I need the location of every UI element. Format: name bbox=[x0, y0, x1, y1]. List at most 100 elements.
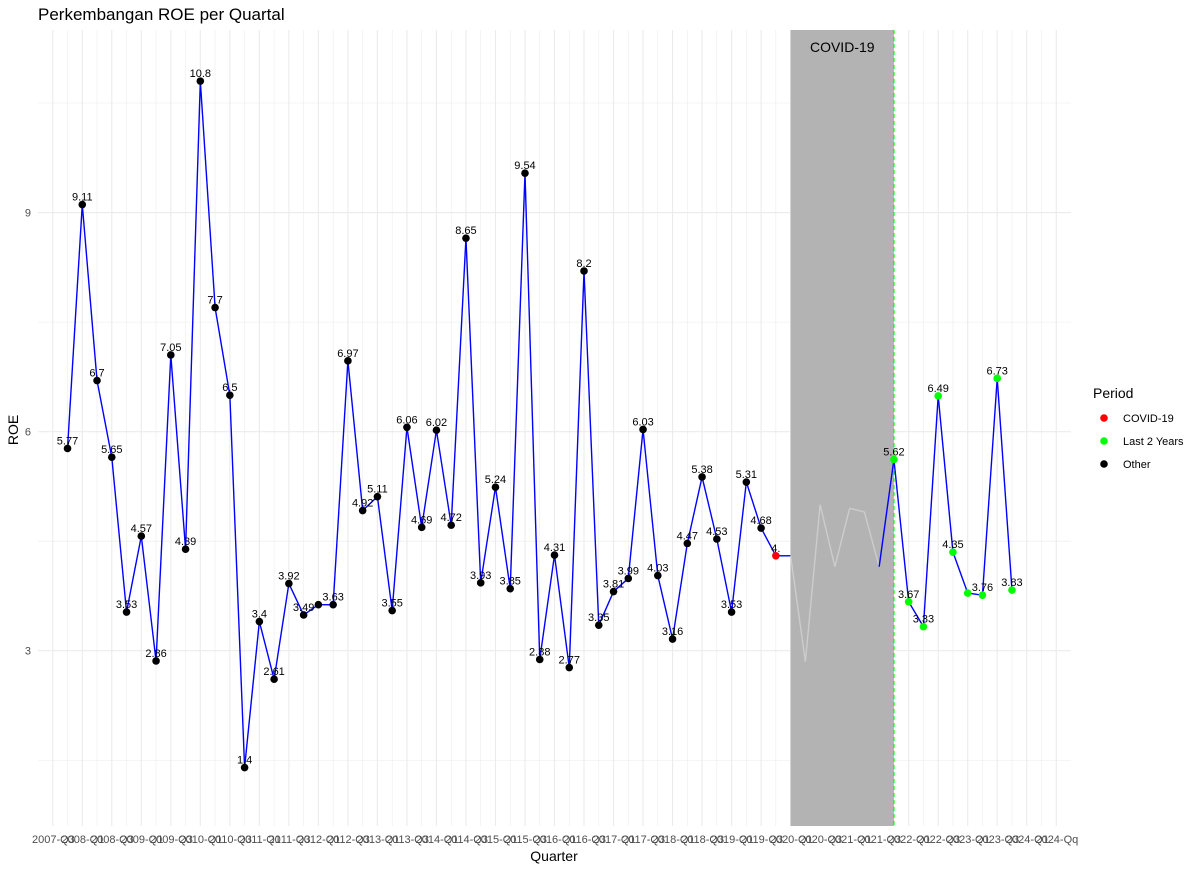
series-line-segment bbox=[730, 481, 748, 613]
data-label: 6.73 bbox=[987, 365, 1008, 377]
data-label: 9.11 bbox=[72, 192, 93, 204]
series-line-segment bbox=[863, 511, 880, 567]
data-label: 4.35 bbox=[942, 539, 963, 551]
data-label: 4.72 bbox=[440, 512, 461, 524]
data-label: 6.97 bbox=[337, 348, 358, 360]
x-tick-label: 2016-Q1 bbox=[534, 834, 577, 846]
x-tick-label: 2021-Q1 bbox=[829, 834, 872, 846]
data-label: 3.92 bbox=[278, 571, 299, 583]
series-line-segment bbox=[288, 583, 305, 616]
data-label: 6.5 bbox=[222, 382, 237, 394]
data-point bbox=[521, 169, 529, 177]
series-line-segment bbox=[480, 487, 497, 583]
data-point bbox=[654, 571, 662, 580]
x-tick-label: 2013-Q3 bbox=[386, 834, 429, 846]
data-label: 3.35 bbox=[588, 612, 609, 624]
data-point bbox=[742, 478, 751, 486]
series-line-segment bbox=[111, 457, 128, 613]
data-point bbox=[683, 539, 692, 548]
data-label: 8.2 bbox=[576, 258, 591, 270]
data-point bbox=[993, 374, 1002, 383]
data-point bbox=[432, 426, 441, 434]
x-tick-label: 2022-Q1 bbox=[888, 834, 931, 846]
x-tick-label: 2019-Q3 bbox=[740, 834, 783, 846]
series-line-segment bbox=[391, 427, 408, 611]
series-line-segment bbox=[701, 476, 718, 540]
point-label-layer: 5.77 9.11 6.7 5.65 3.53 4.57 2.86 7.05 4.39 10.8 7… bbox=[57, 68, 1023, 766]
data-point bbox=[285, 579, 293, 588]
series-line-segment bbox=[81, 204, 98, 381]
x-tick-label: 2009-Q3 bbox=[150, 834, 193, 846]
data-point bbox=[137, 532, 146, 540]
data-label: 2.88 bbox=[529, 646, 550, 658]
series-line-segment bbox=[937, 395, 954, 553]
y-tick-label: 9 bbox=[25, 208, 31, 220]
data-point bbox=[668, 635, 677, 643]
data-point bbox=[329, 600, 337, 609]
legend-key bbox=[1100, 460, 1108, 468]
series-line-segment bbox=[66, 204, 83, 449]
x-tick-label: 2008-Q1 bbox=[61, 834, 104, 846]
data-label: 3.55 bbox=[381, 598, 402, 610]
data-label: 4.03 bbox=[647, 563, 668, 575]
x-axis-title: Quarter bbox=[530, 848, 578, 864]
data-point bbox=[63, 444, 72, 453]
x-tick-label: 2018-Q1 bbox=[652, 834, 695, 846]
x-tick-label: 2020-Q1 bbox=[770, 834, 813, 846]
data-label: 5.62 bbox=[883, 446, 904, 458]
series-line-segment bbox=[273, 583, 290, 680]
series-line-segment bbox=[258, 621, 275, 680]
x-tick-label: 2018-Q3 bbox=[681, 834, 724, 846]
x-tick-label: 2020-Q3 bbox=[799, 834, 842, 846]
series-line-segment bbox=[834, 508, 851, 567]
data-label: 4.39 bbox=[175, 536, 196, 548]
x-tick-label: 2021-Q3 bbox=[858, 834, 901, 846]
x-tick-label: 2017-Q1 bbox=[593, 834, 636, 846]
data-label: 6.02 bbox=[426, 417, 447, 429]
tick-layer: 2007-Q32008-Q12008-Q32009-Q12009-Q32010-… bbox=[25, 208, 1078, 846]
covid-band bbox=[790, 30, 894, 826]
x-tick-label: 2023-Q1 bbox=[947, 834, 990, 846]
legend: Period COVID-19 Last 2 Years Other bbox=[1093, 385, 1184, 471]
data-point bbox=[772, 551, 780, 560]
series-line-segment bbox=[539, 554, 556, 660]
x-tick-label: 2016-Q3 bbox=[563, 834, 606, 846]
series-line-segment bbox=[981, 378, 998, 596]
data-label: 4.57 bbox=[131, 523, 152, 535]
series-line-segment bbox=[243, 621, 261, 768]
x-tick-label: 2012-Q3 bbox=[327, 834, 370, 846]
data-label: 2.77 bbox=[559, 655, 580, 667]
data-label: 5.65 bbox=[101, 444, 122, 456]
x-tick-label: 2014-Q1 bbox=[416, 834, 459, 846]
data-label: 4.92 bbox=[352, 498, 373, 510]
series-line-segment bbox=[908, 601, 925, 627]
data-label: 5.77 bbox=[57, 435, 78, 447]
data-point bbox=[639, 425, 647, 434]
data-point bbox=[963, 589, 972, 597]
series-line-segment bbox=[716, 538, 733, 613]
data-point bbox=[211, 303, 219, 312]
data-label: 3.16 bbox=[662, 626, 683, 638]
data-point bbox=[476, 579, 485, 587]
data-point bbox=[388, 606, 396, 615]
data-point bbox=[890, 455, 898, 464]
legend-key bbox=[1100, 437, 1108, 445]
data-label: 10.8 bbox=[190, 68, 211, 80]
data-label: 8.65 bbox=[455, 225, 476, 237]
legend-label: Other bbox=[1123, 459, 1151, 471]
data-point bbox=[344, 357, 352, 365]
data-label: 3.63 bbox=[322, 592, 343, 604]
legend-key bbox=[1100, 414, 1108, 422]
data-point bbox=[491, 483, 500, 491]
data-point bbox=[93, 376, 101, 385]
data-label: 4.47 bbox=[677, 530, 698, 542]
data-label: 3.93 bbox=[470, 570, 491, 582]
series-line-segment bbox=[125, 535, 142, 613]
series-line-segment bbox=[819, 504, 836, 567]
series-line-segment bbox=[155, 354, 172, 661]
covid-band-label: COVID-19 bbox=[810, 39, 875, 55]
series-line-segment bbox=[642, 429, 659, 576]
data-point bbox=[550, 551, 559, 559]
data-point bbox=[713, 535, 721, 543]
